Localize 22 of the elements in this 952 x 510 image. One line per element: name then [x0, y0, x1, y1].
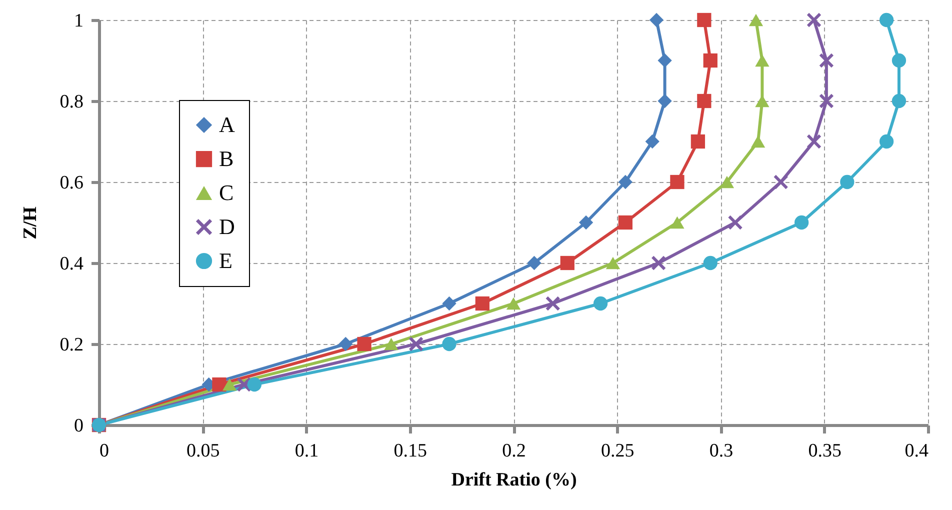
y-tick-label: 1 — [74, 10, 84, 32]
legend-label: B — [219, 146, 234, 171]
x-tick-label: 0 — [100, 440, 109, 462]
x-tick-label: 0.2 — [502, 440, 526, 462]
y-tick-label: 0.8 — [60, 92, 84, 112]
x-tick-label: 0.25 — [601, 440, 634, 462]
y-tick-label: 0.2 — [60, 334, 84, 356]
x-axis-title: Drift Ratio (%) — [451, 470, 577, 490]
x-tick-label: 0.4 — [904, 440, 929, 462]
legend-label: E — [219, 248, 232, 273]
y-tick-label: 0.6 — [60, 172, 84, 194]
legend-label: D — [219, 214, 235, 239]
x-tick-label: 0.1 — [294, 440, 319, 462]
legend-label: A — [219, 112, 235, 137]
x-tick-label: 0.3 — [709, 440, 734, 462]
y-tick-label: 0.4 — [60, 254, 84, 274]
x-tick-label: 0.05 — [186, 440, 220, 462]
x-tick-label: 0.35 — [808, 440, 842, 462]
legend-label: C — [219, 180, 234, 205]
y-axis-title: Z/H — [20, 206, 41, 240]
y-tick-label: 0 — [74, 416, 84, 436]
x-tick-label: 0.15 — [394, 440, 427, 462]
